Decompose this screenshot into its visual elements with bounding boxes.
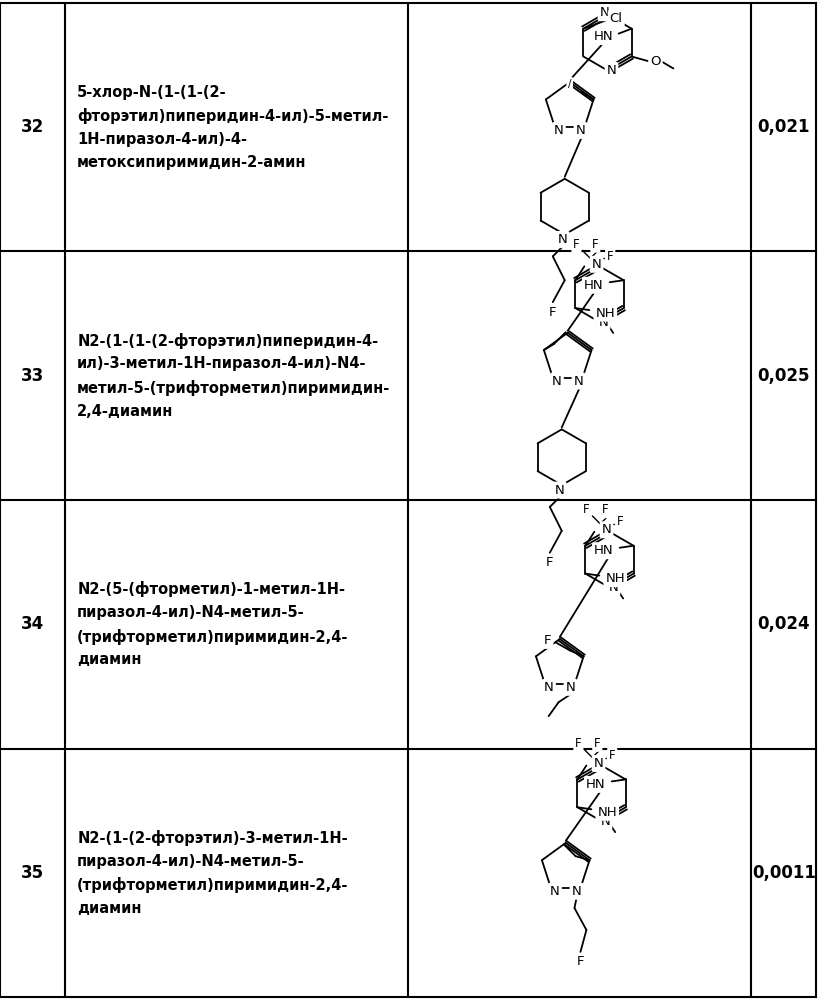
Text: F: F	[576, 955, 585, 968]
Text: F: F	[575, 737, 582, 750]
Text: F: F	[609, 749, 616, 762]
Text: /: /	[568, 79, 571, 89]
Text: HN: HN	[594, 30, 613, 43]
Text: NH: NH	[595, 307, 615, 320]
Text: N: N	[557, 233, 567, 246]
Text: N: N	[574, 375, 584, 388]
Text: N: N	[602, 523, 612, 536]
Text: N: N	[608, 581, 618, 594]
Text: F: F	[594, 737, 601, 750]
Text: HN: HN	[594, 544, 613, 557]
Text: N: N	[571, 885, 581, 898]
Text: 0,0011: 0,0011	[752, 864, 816, 882]
Text: F: F	[602, 503, 608, 516]
Text: 0,024: 0,024	[758, 615, 810, 633]
Text: F: F	[607, 250, 613, 263]
Text: F: F	[583, 503, 589, 516]
Text: N: N	[594, 757, 603, 770]
Text: N: N	[554, 124, 564, 137]
Text: 34: 34	[21, 615, 44, 633]
Text: 33: 33	[21, 367, 44, 385]
Text: N2-(1-(1-(2-фторэтил)пиперидин-4-
ил)-3-метил-1Н-пиразол-4-ил)-N4-
метил-5-(триф: N2-(1-(1-(2-фторэтил)пиперидин-4- ил)-3-…	[77, 333, 391, 419]
Text: Cl: Cl	[610, 12, 622, 25]
Text: HN: HN	[586, 778, 606, 791]
Text: N: N	[607, 64, 617, 77]
Text: HN: HN	[584, 279, 603, 292]
Text: N: N	[555, 484, 565, 497]
Text: N2-(1-(2-фторэтил)-3-метил-1Н-
пиразол-4-ил)-N4-метил-5-
(трифторметил)пиримидин: N2-(1-(2-фторэтил)-3-метил-1Н- пиразол-4…	[77, 830, 349, 916]
Text: N: N	[566, 681, 576, 694]
Text: 35: 35	[21, 864, 44, 882]
Text: F: F	[549, 306, 557, 319]
Text: N: N	[599, 6, 609, 19]
Text: N: N	[599, 316, 608, 329]
Text: N: N	[544, 681, 554, 694]
Text: 32: 32	[21, 118, 44, 136]
Text: 0,021: 0,021	[758, 118, 810, 136]
Text: F: F	[544, 634, 552, 647]
Text: O: O	[650, 55, 661, 68]
Text: N: N	[552, 375, 562, 388]
Text: 5-хлор-N-(1-(1-(2-
фторэтил)пиперидин-4-ил)-5-метил-
1Н-пиразол-4-ил)-4-
метокси: 5-хлор-N-(1-(1-(2- фторэтил)пиперидин-4-…	[77, 85, 388, 170]
Text: F: F	[546, 556, 553, 569]
Text: 0,025: 0,025	[758, 367, 810, 385]
Text: NH: NH	[598, 806, 617, 819]
Text: N2-(5-(фторметил)-1-метил-1Н-
пиразол-4-ил)-N4-метил-5-
(трифторметил)пиримидин-: N2-(5-(фторметил)-1-метил-1Н- пиразол-4-…	[77, 581, 349, 667]
Text: F: F	[617, 515, 623, 528]
Text: N: N	[601, 815, 610, 828]
Text: N: N	[550, 885, 560, 898]
Text: N: N	[576, 124, 585, 137]
Text: N: N	[592, 258, 602, 271]
Text: NH: NH	[605, 572, 625, 585]
Text: F: F	[592, 238, 599, 251]
Text: F: F	[573, 238, 580, 251]
